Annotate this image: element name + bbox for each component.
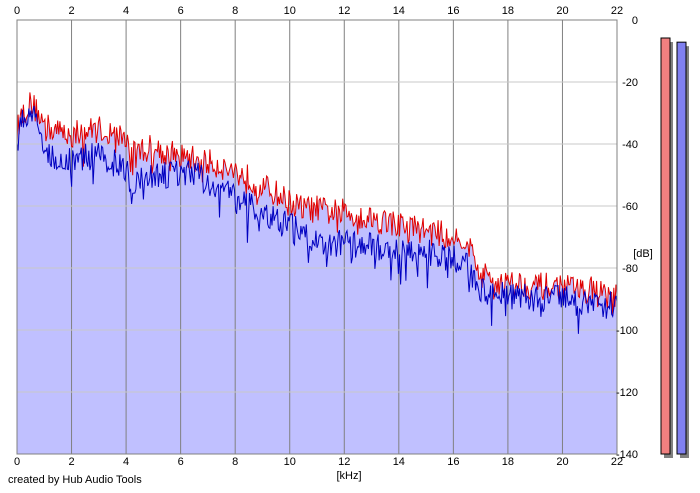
x-ticks-bottom: 0 2 4 6 8 10 12 14 16 18 20 22	[14, 456, 623, 468]
x-tick-label-top: 0	[14, 5, 20, 17]
y-tick-label: -80	[622, 263, 638, 275]
spectrum-area	[17, 92, 617, 455]
blue-series	[16, 105, 618, 334]
x-tick-label-bottom: 0	[14, 456, 20, 468]
blue-series-line	[16, 105, 618, 334]
y-axis-label: [dB]	[633, 248, 653, 260]
left-channel-meter	[660, 37, 671, 455]
x-tick-label-top: 8	[232, 5, 238, 17]
x-tick-label-bottom: 12	[338, 456, 350, 468]
y-tick-label: -140	[616, 449, 638, 461]
right-channel-meter	[676, 41, 687, 455]
x-tick-label-top: 10	[284, 5, 296, 17]
x-axis-label: [kHz]	[336, 470, 361, 482]
x-ticks-top: 0 2 4 6 8 10 12 14 16 18 20 22	[14, 5, 623, 17]
spectrum-fill	[17, 92, 617, 455]
y-tick-label: -100	[616, 325, 638, 337]
y-ticks: 0 -20 -40 -60 -80 -100 -120 -140	[616, 15, 638, 461]
x-tick-label-bottom: 2	[68, 456, 74, 468]
credit-text: created by Hub Audio Tools	[8, 474, 142, 486]
y-tick-label: 0	[632, 15, 638, 27]
y-tick-label: -20	[622, 77, 638, 89]
x-tick-label-bottom: 16	[447, 456, 459, 468]
x-tick-label-bottom: 20	[556, 456, 568, 468]
x-tick-label-bottom: 10	[284, 456, 296, 468]
level-meters	[660, 37, 689, 458]
y-tick-label: -60	[622, 201, 638, 213]
x-tick-label-top: 22	[611, 5, 623, 17]
y-tick-label: -120	[616, 387, 638, 399]
y-tick-label: -40	[622, 139, 638, 151]
x-tick-label-top: 2	[68, 5, 74, 17]
x-tick-label-top: 14	[393, 5, 405, 17]
plot-frame	[16, 19, 618, 455]
grid	[17, 20, 617, 454]
x-tick-label-bottom: 18	[502, 456, 514, 468]
x-tick-label-bottom: 22	[611, 456, 623, 468]
x-tick-label-top: 4	[123, 5, 129, 17]
x-tick-label-top: 12	[338, 5, 350, 17]
x-tick-label-top: 20	[556, 5, 568, 17]
x-tick-label-bottom: 8	[232, 456, 238, 468]
x-tick-label-bottom: 6	[178, 456, 184, 468]
x-tick-label-top: 6	[178, 5, 184, 17]
x-tick-label-top: 16	[447, 5, 459, 17]
x-tick-label-bottom: 4	[123, 456, 129, 468]
x-tick-label-top: 18	[502, 5, 514, 17]
x-tick-label-bottom: 14	[393, 456, 405, 468]
